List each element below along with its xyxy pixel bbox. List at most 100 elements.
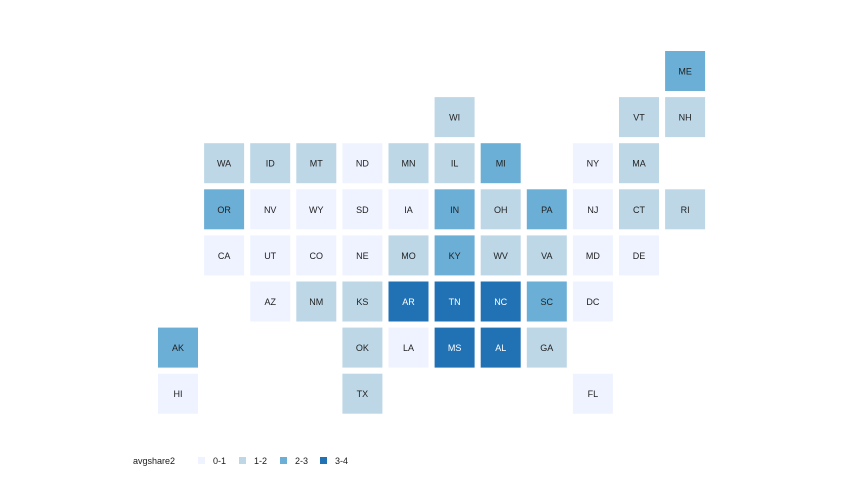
state-label-id: ID (266, 159, 276, 169)
state-tile-ut (250, 235, 291, 276)
state-tile-il (434, 143, 475, 184)
state-label-wv: WV (493, 251, 508, 261)
state-tile-az (250, 281, 291, 322)
state-tile-de (619, 235, 659, 276)
state-label-wa: WA (217, 159, 231, 169)
state-tile-or (204, 189, 245, 230)
state-label-in: IN (450, 205, 459, 215)
state-tile-ga (526, 327, 567, 368)
state-tile-nv (250, 189, 291, 230)
state-tile-sc (526, 281, 567, 322)
state-label-la: LA (403, 343, 414, 353)
state-label-nv: NV (264, 205, 277, 215)
state-label-mn: MN (402, 159, 416, 169)
state-label-co: CO (310, 251, 324, 261)
state-tile-pa (526, 189, 567, 230)
state-tile-ny (572, 143, 613, 184)
state-label-ut: UT (264, 251, 276, 261)
state-label-al: AL (495, 343, 506, 353)
state-label-dc: DC (586, 297, 599, 307)
state-tile-ct (619, 189, 659, 230)
state-label-sd: SD (356, 205, 369, 215)
state-tile-fl (572, 373, 613, 414)
state-tile-wv (480, 235, 521, 276)
state-label-wi: WI (449, 113, 460, 123)
state-label-ky: KY (449, 251, 461, 261)
state-tile-ri (665, 189, 706, 230)
legend-label-2-3: 2-3 (295, 456, 308, 466)
legend-swatch-3-4 (320, 457, 327, 464)
state-tile-ia (388, 189, 429, 230)
state-tile-ak (158, 327, 198, 368)
state-label-hi: HI (174, 389, 183, 399)
state-label-pa: PA (541, 205, 552, 215)
state-tile-id (250, 143, 291, 184)
legend-keys: 0-1 1-2 2-3 3-4 (198, 456, 348, 466)
state-tile-wa (204, 143, 245, 184)
state-label-mi: MI (496, 159, 506, 169)
state-tile-in (434, 189, 475, 230)
state-label-md: MD (586, 251, 600, 261)
state-tile-mi (480, 143, 521, 184)
state-label-fl: FL (588, 389, 599, 399)
state-label-ne: NE (356, 251, 369, 261)
state-tile-md (572, 235, 613, 276)
state-tile-ne (342, 235, 383, 276)
state-tile-al (480, 327, 521, 368)
legend-swatch-1-2 (239, 457, 246, 464)
state-label-ks: KS (356, 297, 368, 307)
state-label-ga: GA (540, 343, 553, 353)
state-tile-sd (342, 189, 383, 230)
state-tile-ms (434, 327, 475, 368)
state-tile-vt (619, 97, 659, 138)
state-tile-nj (572, 189, 613, 230)
state-tile-tx (342, 373, 383, 414)
state-label-ct: CT (633, 205, 645, 215)
state-label-tx: TX (357, 389, 369, 399)
state-label-ak: AK (172, 343, 184, 353)
state-tile-ok (342, 327, 383, 368)
state-tile-va (526, 235, 567, 276)
state-label-ar: AR (402, 297, 415, 307)
legend-label-3-4: 3-4 (335, 456, 348, 466)
state-tile-la (388, 327, 429, 368)
state-label-nd: ND (356, 159, 369, 169)
legend-label-0-1: 0-1 (213, 456, 226, 466)
state-label-nh: NH (679, 113, 692, 123)
legend: avgshare2 0-1 1-2 2-3 3-4 (133, 456, 348, 466)
state-label-wy: WY (309, 205, 324, 215)
state-tile-nh (665, 97, 706, 138)
state-label-ia: IA (404, 205, 413, 215)
state-label-vt: VT (633, 113, 645, 123)
state-label-de: DE (633, 251, 646, 261)
state-label-nm: NM (309, 297, 323, 307)
state-label-ok: OK (356, 343, 369, 353)
state-tile-nd (342, 143, 383, 184)
state-tile-ca (204, 235, 245, 276)
state-label-ca: CA (218, 251, 231, 261)
state-tile-ks (342, 281, 383, 322)
state-label-ms: MS (448, 343, 462, 353)
state-tile-mn (388, 143, 429, 184)
state-tile-hi (158, 373, 198, 414)
state-tile-dc (572, 281, 613, 322)
state-tile-co (296, 235, 337, 276)
state-label-il: IL (451, 159, 459, 169)
state-label-ny: NY (587, 159, 600, 169)
state-tile-me (665, 51, 706, 91)
state-tiles: ME WI VT NH WA ID MT ND MN IL MI NY MA OR NV WY SD IA IN OH… (158, 51, 706, 414)
legend-label-1-2: 1-2 (254, 456, 267, 466)
state-tile-wi (434, 97, 475, 138)
state-tile-mo (388, 235, 429, 276)
state-label-ma: MA (632, 159, 646, 169)
legend-title: avgshare2 (133, 456, 175, 466)
state-label-sc: SC (541, 297, 554, 307)
state-tile-ar (388, 281, 429, 322)
state-label-oh: OH (494, 205, 508, 215)
state-tile-oh (480, 189, 521, 230)
state-label-va: VA (541, 251, 552, 261)
state-label-tn: TN (449, 297, 461, 307)
state-tile-nm (296, 281, 337, 322)
legend-swatch-2-3 (280, 457, 287, 464)
